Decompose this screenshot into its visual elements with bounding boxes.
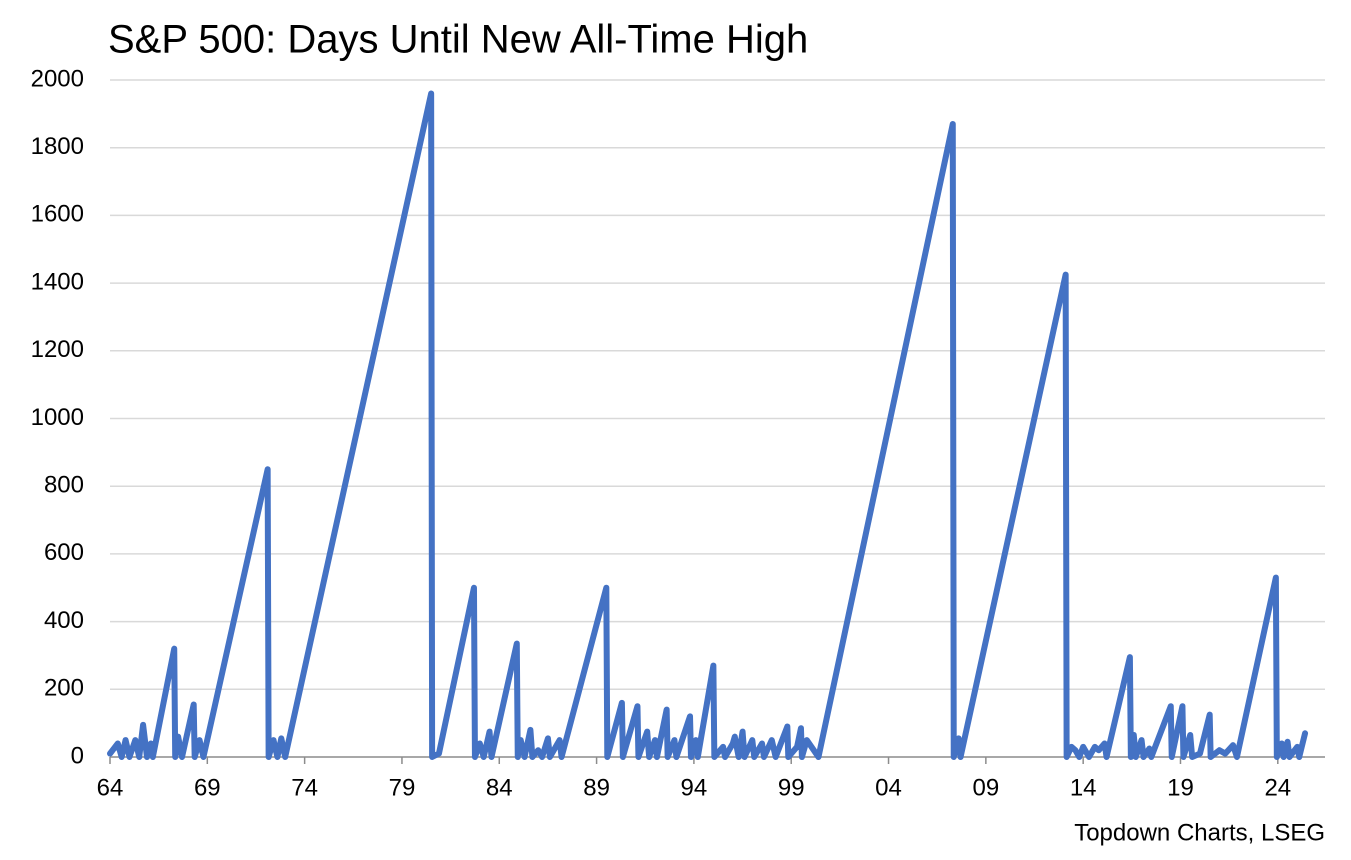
x-tick-label: 64: [97, 774, 124, 801]
y-tick-label: 1200: [31, 336, 84, 363]
y-tick-label: 1600: [31, 201, 84, 228]
x-tick-label: 69: [194, 774, 221, 801]
y-tick-label: 200: [44, 675, 84, 702]
y-tick-label: 800: [44, 472, 84, 499]
y-tick-label: 400: [44, 607, 84, 634]
x-tick-label: 24: [1264, 774, 1291, 801]
x-tick-label: 74: [291, 774, 318, 801]
y-tick-label: 600: [44, 539, 84, 566]
x-tick-label: 14: [1070, 774, 1097, 801]
x-tick-label: 99: [778, 774, 805, 801]
x-tick-label: 04: [875, 774, 902, 801]
x-tick-label: 94: [681, 774, 708, 801]
x-tick-label: 09: [973, 774, 1000, 801]
y-tick-label: 0: [71, 742, 84, 769]
y-tick-label: 1800: [31, 133, 84, 160]
line: [107, 90, 1309, 760]
source: Topdown Charts, LSEG: [1074, 819, 1325, 846]
x-tick-label: 79: [389, 774, 416, 801]
y-tick-label: 1400: [31, 268, 84, 295]
x-tick-label: 84: [486, 774, 513, 801]
x-tick-label: 19: [1167, 774, 1194, 801]
y-tick-label: 2000: [31, 65, 84, 92]
chart-title: S&P 500: Days Until New All-Time High: [108, 18, 808, 62]
x-tick-label: 89: [583, 774, 610, 801]
y-tick-label: 1000: [31, 404, 84, 431]
